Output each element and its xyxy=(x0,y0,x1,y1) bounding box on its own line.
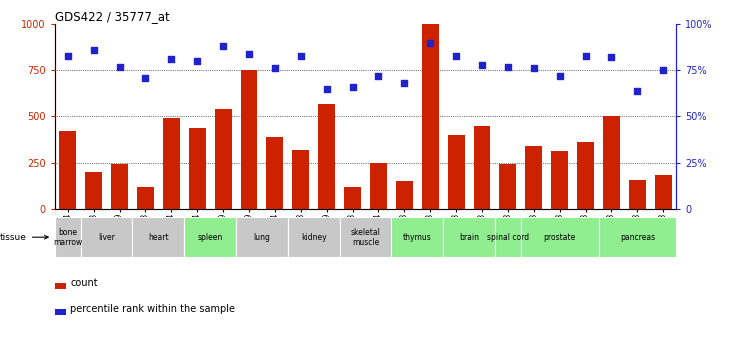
Text: skeletal
muscle: skeletal muscle xyxy=(351,228,380,247)
Bar xyxy=(215,109,232,209)
Text: pancreas: pancreas xyxy=(620,233,655,242)
Bar xyxy=(55,309,66,315)
Point xyxy=(657,68,669,73)
Bar xyxy=(629,180,645,209)
Point xyxy=(373,73,385,79)
Bar xyxy=(163,118,180,209)
Bar xyxy=(599,217,676,257)
Point xyxy=(295,53,306,58)
Point xyxy=(450,53,462,58)
Text: spinal cord: spinal cord xyxy=(487,233,529,242)
Bar xyxy=(132,217,184,257)
Text: brain: brain xyxy=(459,233,479,242)
Text: GDS422 / 35777_at: GDS422 / 35777_at xyxy=(55,10,170,23)
Bar xyxy=(422,24,439,209)
Point xyxy=(502,64,514,69)
Bar xyxy=(189,128,205,209)
Text: prostate: prostate xyxy=(544,233,576,242)
Bar xyxy=(603,117,620,209)
Bar xyxy=(551,150,568,209)
Bar xyxy=(391,217,443,257)
Point xyxy=(425,40,436,45)
Bar xyxy=(55,217,80,257)
Bar xyxy=(240,70,257,209)
Point xyxy=(476,62,488,68)
Bar xyxy=(59,131,76,209)
Bar xyxy=(521,217,599,257)
Bar xyxy=(318,104,335,209)
Bar xyxy=(526,146,542,209)
Text: lung: lung xyxy=(254,233,270,242)
Point xyxy=(217,43,229,49)
Bar xyxy=(396,181,413,209)
Point xyxy=(346,84,358,90)
Point xyxy=(62,53,74,58)
Bar xyxy=(86,172,102,209)
Bar xyxy=(340,217,391,257)
Bar xyxy=(344,187,361,209)
Point xyxy=(398,80,410,86)
Point xyxy=(269,66,281,71)
Bar xyxy=(370,162,387,209)
Text: spleen: spleen xyxy=(197,233,223,242)
Bar xyxy=(474,126,491,209)
Bar xyxy=(447,135,464,209)
Text: thymus: thymus xyxy=(403,233,431,242)
Bar xyxy=(292,150,309,209)
Point xyxy=(580,53,591,58)
Bar xyxy=(288,217,340,257)
Bar xyxy=(236,217,288,257)
Bar xyxy=(499,165,516,209)
Bar xyxy=(577,142,594,209)
Point xyxy=(88,47,99,53)
Point xyxy=(165,57,177,62)
Text: count: count xyxy=(70,278,98,288)
Text: tissue: tissue xyxy=(0,233,48,242)
Bar xyxy=(80,217,132,257)
Bar xyxy=(184,217,236,257)
Point xyxy=(554,73,566,79)
Bar xyxy=(137,187,154,209)
Point xyxy=(114,64,126,69)
Point xyxy=(632,88,643,93)
Point xyxy=(243,51,255,57)
Text: bone
marrow: bone marrow xyxy=(53,228,83,247)
Text: liver: liver xyxy=(98,233,115,242)
Point xyxy=(528,66,539,71)
Bar xyxy=(267,137,284,209)
Text: heart: heart xyxy=(148,233,169,242)
Point xyxy=(192,58,203,64)
Point xyxy=(321,86,333,91)
Bar xyxy=(655,175,672,209)
Point xyxy=(140,75,151,80)
Text: kidney: kidney xyxy=(301,233,327,242)
Text: percentile rank within the sample: percentile rank within the sample xyxy=(70,304,235,314)
Bar xyxy=(111,164,128,209)
Bar xyxy=(55,283,66,289)
Point xyxy=(605,55,617,60)
Bar xyxy=(495,217,520,257)
Bar xyxy=(443,217,495,257)
